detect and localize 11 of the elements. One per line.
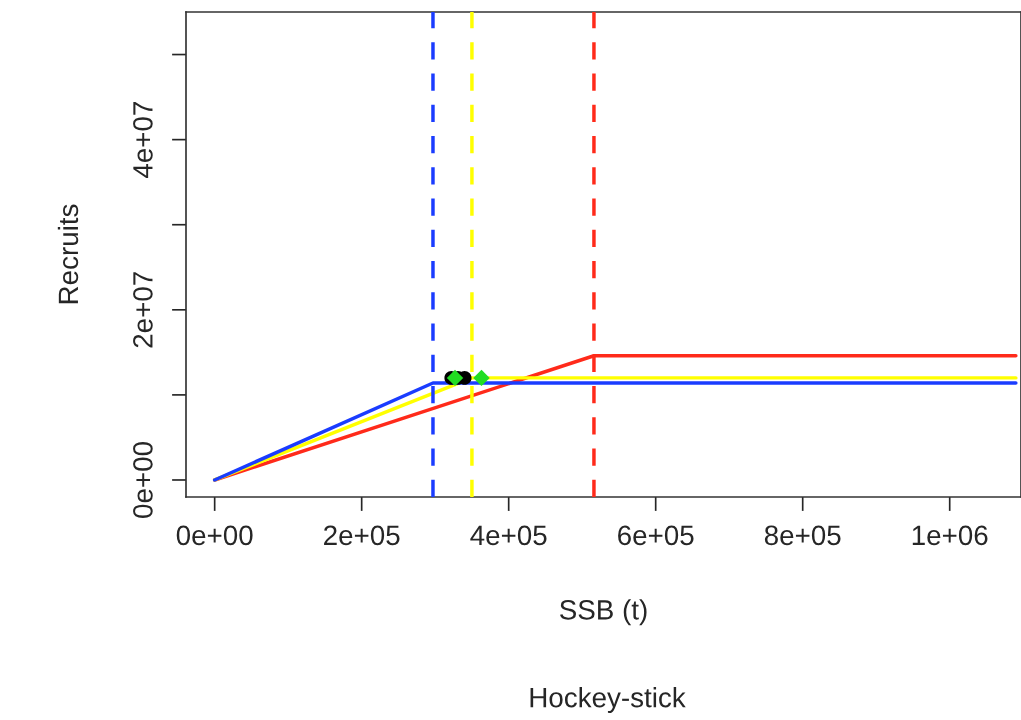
x-axis-title: SSB (t) [560, 599, 647, 626]
x-tick-label: 1e+06 [912, 525, 988, 546]
y-tick-label: 2e+07 [133, 272, 153, 348]
x-tick-label: 8e+05 [764, 525, 841, 546]
x-tick-label: 6e+05 [618, 525, 694, 546]
x-tick-label: 2e+05 [324, 525, 400, 546]
x-tick-label: 0e+00 [176, 525, 253, 546]
y-axis-title: Recruits [57, 204, 79, 304]
x-tick-label: 4e+05 [470, 525, 547, 546]
text: Hockey-stick [530, 687, 686, 713]
y-tick-label: 4e+07 [133, 102, 153, 178]
